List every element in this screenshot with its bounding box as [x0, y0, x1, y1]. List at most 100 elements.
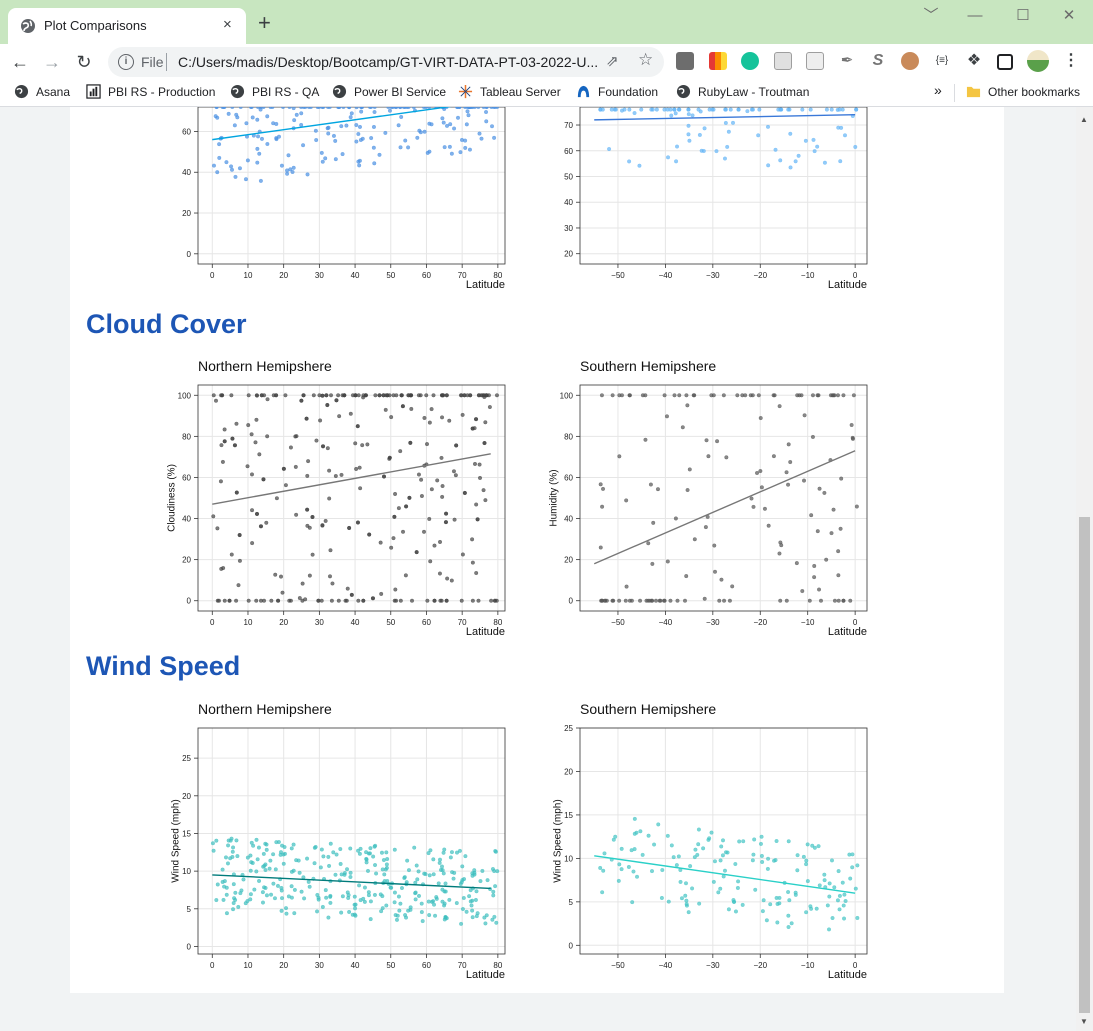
- tab-search-icon[interactable]: ﹀: [923, 7, 939, 24]
- data-point: [416, 393, 421, 398]
- data-point: [493, 884, 498, 889]
- data-point: [817, 883, 822, 888]
- data-point: [684, 574, 689, 579]
- extensions-icon[interactable]: ❖: [966, 52, 982, 69]
- menu-icon[interactable]: ⋮: [1063, 52, 1079, 69]
- data-point: [299, 111, 304, 116]
- data-point: [269, 598, 274, 603]
- data-point: [766, 163, 771, 168]
- other-bookmarks-folder[interactable]: Other bookmarks: [966, 84, 1080, 102]
- data-point: [442, 847, 447, 852]
- data-point: [326, 915, 331, 920]
- data-point: [827, 927, 831, 932]
- data-point: [319, 150, 324, 155]
- plot-area: [198, 107, 505, 264]
- data-point: [274, 393, 279, 398]
- data-point: [786, 913, 791, 918]
- bookmark-asana[interactable]: Asana: [14, 84, 70, 102]
- data-point: [775, 920, 780, 925]
- data-point: [331, 133, 336, 138]
- extension-icon[interactable]: [676, 52, 694, 70]
- data-point: [756, 133, 761, 138]
- bookmark-pbi-rs-production[interactable]: PBI RS - Production: [86, 84, 215, 102]
- info-icon[interactable]: i: [118, 54, 134, 70]
- data-point: [364, 860, 369, 865]
- globe-icon: [14, 85, 29, 99]
- extension-icon[interactable]: {≡}: [935, 55, 949, 66]
- extension-icon[interactable]: S: [872, 52, 884, 69]
- data-point: [264, 847, 269, 852]
- reload-icon[interactable]: ↻: [76, 52, 92, 72]
- y-axis-label: Cloudiness (%): [167, 464, 178, 532]
- data-point: [234, 838, 239, 843]
- data-point: [617, 454, 622, 459]
- bookmark-pbi-rs-qa[interactable]: PBI RS - QA: [230, 84, 319, 102]
- minimize-button[interactable]: —: [967, 7, 983, 24]
- back-icon[interactable]: ←: [11, 52, 29, 72]
- wind-south-chart: −50 −40 −30 −20 −10 0 0 5 10 15 20 25 Latitude Wind S…: [553, 724, 868, 981]
- data-point: [650, 561, 655, 566]
- data-point: [805, 879, 810, 884]
- data-point: [440, 116, 445, 121]
- data-point: [406, 145, 411, 150]
- data-point: [293, 464, 298, 469]
- share-icon[interactable]: ⇗: [606, 53, 619, 70]
- scrollbar-thumb[interactable]: [1079, 517, 1090, 1013]
- data-point: [853, 886, 858, 891]
- data-point: [492, 135, 497, 140]
- x-tick-label: 0: [210, 961, 215, 970]
- data-point: [270, 107, 275, 109]
- data-point: [288, 598, 293, 603]
- extension-icon[interactable]: [806, 52, 824, 70]
- star-icon[interactable]: ☆: [638, 50, 654, 69]
- x-axis-label: Latitude: [828, 279, 867, 291]
- x-tick-label: 40: [351, 961, 360, 970]
- address-bar[interactable]: i File C:/Users/madis/Desktop/Bootcamp/G…: [108, 47, 664, 77]
- grammarly-icon[interactable]: [741, 52, 759, 70]
- data-point: [455, 107, 460, 109]
- data-point: [829, 531, 834, 536]
- data-point: [617, 598, 622, 603]
- vertical-scrollbar[interactable]: ▲ ▼: [1076, 107, 1093, 1031]
- bookmarks-overflow-button[interactable]: »: [934, 82, 942, 98]
- data-point: [248, 853, 253, 858]
- data-point: [431, 899, 436, 904]
- data-point: [440, 899, 445, 904]
- new-tab-button[interactable]: +: [258, 10, 271, 35]
- data-point: [745, 109, 750, 114]
- data-point: [654, 107, 659, 112]
- url-text[interactable]: C:/Users/madis/Desktop/Bootcamp/GT-VIRT-…: [178, 54, 599, 70]
- avatar[interactable]: [1027, 50, 1049, 72]
- data-point: [257, 879, 261, 883]
- scroll-up-icon[interactable]: ▲: [1080, 115, 1088, 124]
- bookmark-rubylaw-troutman[interactable]: RubyLaw - Troutman: [676, 84, 809, 102]
- data-point: [825, 903, 830, 908]
- bookmark-power-bi-service[interactable]: Power BI Service: [332, 84, 446, 102]
- data-point: [289, 884, 294, 889]
- side-panel-icon[interactable]: [997, 54, 1013, 70]
- forward-icon[interactable]: →: [43, 52, 61, 72]
- bookmark-tableau-server[interactable]: Tableau Server: [458, 84, 561, 102]
- data-point: [428, 559, 433, 564]
- data-point: [431, 857, 436, 862]
- data-point: [793, 159, 798, 164]
- browser-tab[interactable]: Plot Comparisons ×: [8, 8, 246, 44]
- extension-icon[interactable]: [774, 52, 792, 70]
- data-point: [265, 434, 270, 439]
- maximize-button[interactable]: ☐: [1016, 7, 1030, 24]
- data-point: [388, 885, 393, 890]
- bookmark-foundation[interactable]: Foundation: [576, 84, 658, 102]
- scroll-down-icon[interactable]: ▼: [1080, 1017, 1088, 1026]
- data-point: [254, 837, 259, 842]
- data-point: [400, 404, 405, 409]
- extension-icon[interactable]: [901, 52, 919, 70]
- brush-icon[interactable]: ✒: [840, 52, 854, 69]
- data-point: [268, 858, 273, 863]
- data-point: [377, 152, 382, 157]
- extension-icon[interactable]: [709, 52, 727, 70]
- close-window-button[interactable]: ✕: [1062, 7, 1076, 24]
- x-tick-label: 0: [853, 618, 858, 627]
- close-tab-icon[interactable]: ×: [223, 16, 232, 33]
- y-tick-label: 40: [182, 168, 191, 177]
- data-point: [427, 420, 432, 425]
